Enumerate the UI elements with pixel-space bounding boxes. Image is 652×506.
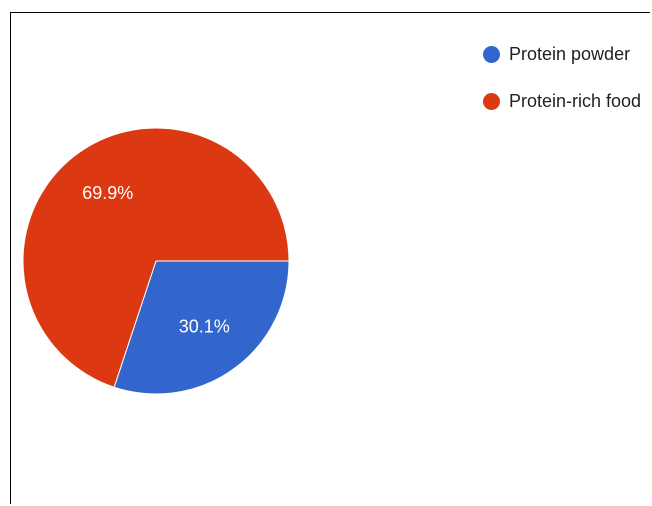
legend-label-protein-rich-food: Protein-rich food	[509, 90, 642, 111]
pie-slice-protein-rich-food[interactable]	[22, 127, 290, 388]
chart-legend: Protein powder Protein-rich food	[483, 42, 641, 136]
pie-slice-label-protein-powder: 30.1%	[179, 317, 230, 337]
pie-slice-label-protein-rich-food: 69.9%	[82, 183, 133, 203]
legend-swatch-protein-rich-food	[483, 92, 500, 110]
legend-swatch-protein-powder	[483, 45, 500, 63]
legend-item-protein-rich-food[interactable]: Protein-rich food	[483, 89, 641, 113]
legend-item-protein-powder[interactable]: Protein powder	[483, 42, 641, 66]
pie-slices	[22, 127, 290, 395]
legend-label-protein-powder: Protein powder	[509, 43, 631, 64]
pie-slice-protein-powder[interactable]	[113, 260, 290, 395]
pie-slice-labels: 30.1% 69.9%	[82, 183, 230, 337]
